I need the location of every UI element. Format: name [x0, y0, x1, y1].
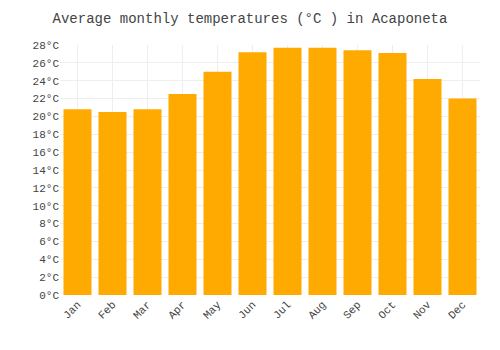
svg-text:4°C: 4°C: [39, 254, 59, 266]
svg-text:22°C: 22°C: [33, 93, 60, 105]
svg-text:18°C: 18°C: [33, 129, 60, 141]
svg-text:Jul: Jul: [271, 299, 293, 321]
svg-text:May: May: [201, 299, 224, 322]
svg-text:2°C: 2°C: [39, 272, 59, 284]
svg-text:26°C: 26°C: [33, 58, 60, 70]
svg-text:14°C: 14°C: [33, 165, 60, 177]
svg-text:Apr: Apr: [166, 299, 188, 321]
svg-text:24°C: 24°C: [33, 76, 60, 88]
svg-text:Mar: Mar: [131, 299, 153, 321]
svg-text:Oct: Oct: [376, 299, 398, 321]
svg-text:0°C: 0°C: [39, 290, 59, 302]
svg-text:8°C: 8°C: [39, 218, 59, 230]
svg-text:Average monthly temperatures (: Average monthly temperatures (°C ) in Ac…: [53, 11, 448, 27]
svg-text:Aug: Aug: [306, 299, 328, 321]
svg-text:Feb: Feb: [96, 299, 118, 321]
svg-text:Nov: Nov: [411, 299, 434, 322]
svg-text:Jun: Jun: [236, 299, 258, 321]
svg-text:Jan: Jan: [61, 299, 83, 321]
svg-text:12°C: 12°C: [33, 183, 60, 195]
svg-text:Dec: Dec: [446, 299, 468, 321]
svg-text:Sep: Sep: [341, 299, 363, 321]
svg-text:28°C: 28°C: [33, 40, 60, 52]
svg-text:6°C: 6°C: [39, 236, 59, 248]
svg-text:10°C: 10°C: [33, 201, 60, 213]
svg-text:16°C: 16°C: [33, 147, 60, 159]
svg-text:20°C: 20°C: [33, 111, 60, 123]
